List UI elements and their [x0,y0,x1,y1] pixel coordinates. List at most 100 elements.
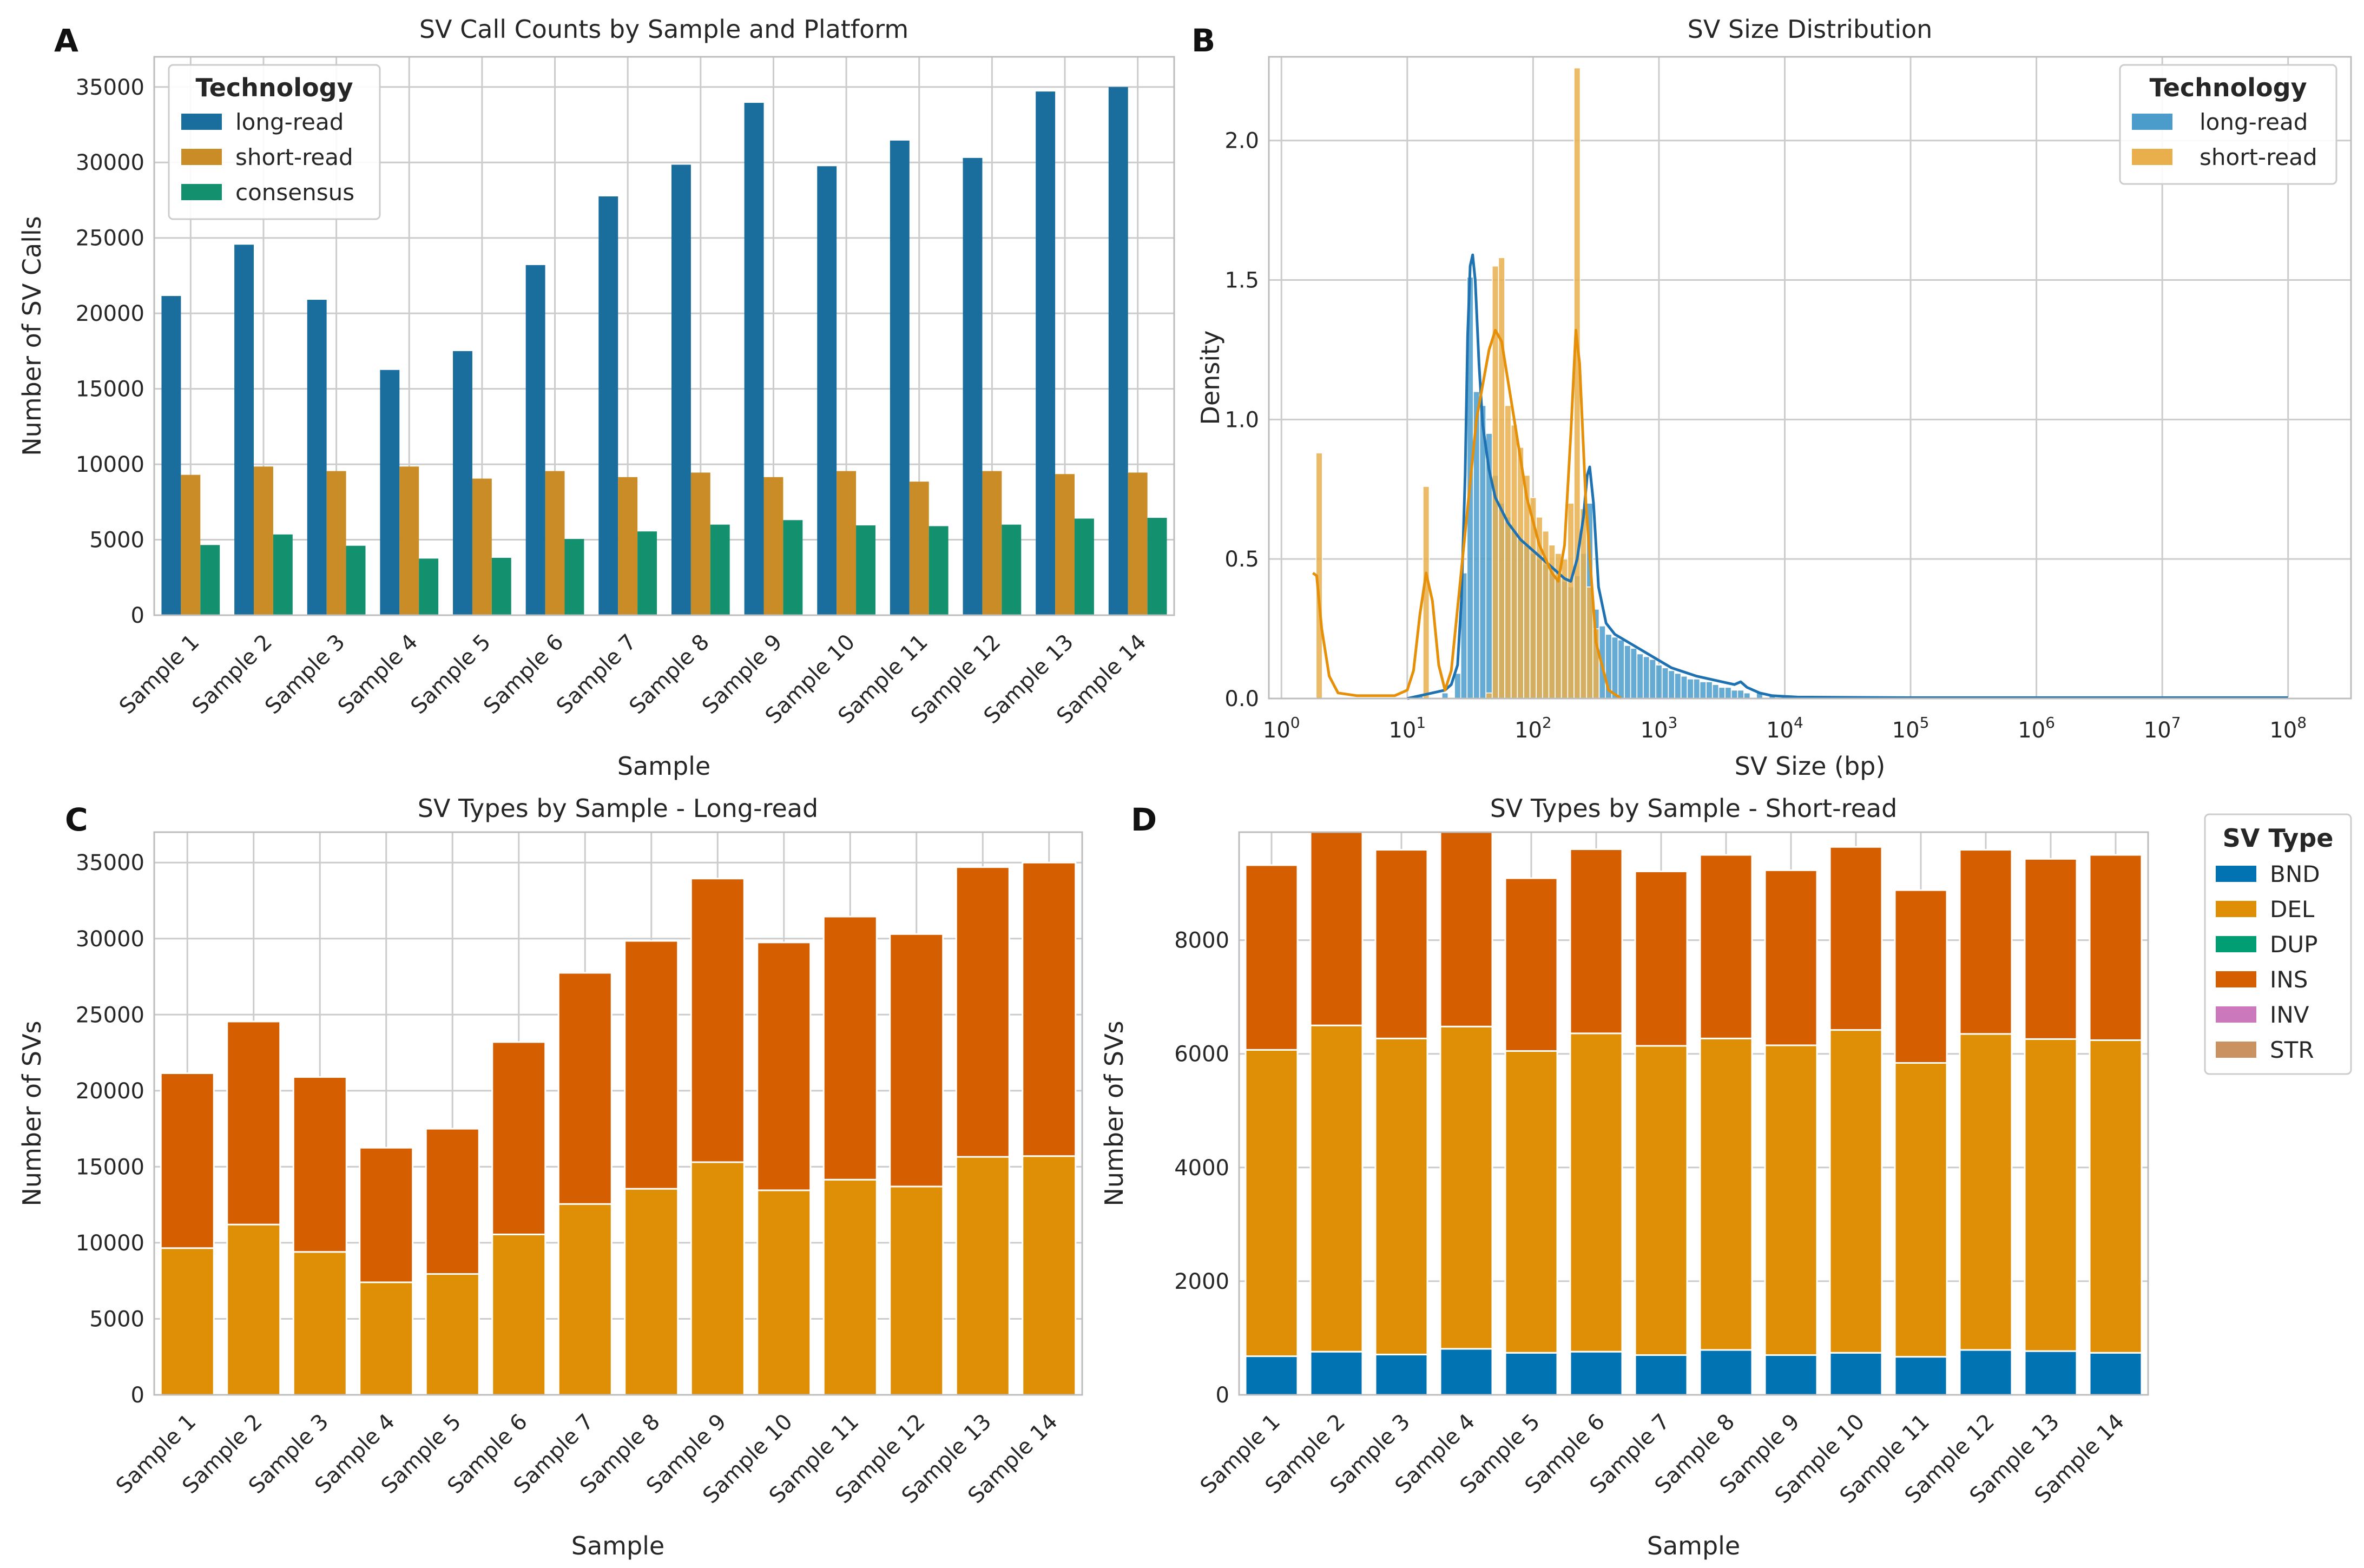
legend-label-long-read: long-read [235,109,344,135]
bar-bnd [1309,1350,1364,1396]
bar-long-read [890,140,910,615]
bar-consensus [783,520,803,615]
bar-ins [1439,831,1493,1027]
y-tick-label: 2.0 [1224,129,1259,154]
bar-short-read [690,472,710,615]
bar-consensus [346,545,366,615]
bar-short-read [545,471,565,615]
bar-consensus [1147,518,1167,615]
bar-long-read [1108,87,1128,615]
bar-consensus [564,539,584,615]
x-tick-label: 108 [2269,714,2307,743]
bar-consensus [929,526,949,615]
legend-swatch-dup [2216,936,2256,952]
bar-ins [2024,858,2078,1040]
hist-bar-long-read [1643,656,1650,699]
legend-swatch-str [2216,1042,2256,1058]
bar-ins [955,866,1010,1158]
bar-short-read [909,482,929,615]
bar-del [1894,1062,1948,1358]
hist-bar-long-read [1737,689,1744,699]
y-tick-label: 20000 [76,301,144,326]
bar-short-read [982,471,1002,615]
legend-swatch-consensus [181,184,222,200]
bar-del [359,1281,414,1396]
legend-swatch-bnd [2216,866,2256,882]
panel-letter-d: D [1131,801,1157,838]
legend-label-inv: INV [2270,1002,2309,1028]
y-tick-label: 20000 [76,1079,144,1104]
y-tick-label: 2000 [1174,1269,1229,1294]
y-tick-label: 25000 [76,226,144,251]
y-tick-label: 15000 [76,1155,144,1180]
bar-ins [1764,869,1818,1046]
bar-long-read [453,351,472,615]
bar-del [292,1251,347,1396]
hist-bar-long-read [1630,648,1637,699]
y-tick-label: 0.0 [1224,687,1259,711]
bar-del [1022,1155,1077,1396]
hist-bar-long-read [1712,684,1720,699]
bar-consensus [491,558,511,615]
bar-del [2089,1039,2143,1354]
hist-bar-long-read [1743,692,1751,699]
bar-del [425,1273,480,1396]
bar-bnd [1374,1353,1428,1396]
bar-ins [1244,864,1299,1051]
hist-bar-long-read [1624,645,1631,699]
panel-b: B SV Size Distribution Density SV Size (… [1191,15,2352,781]
y-tick-label: 0 [131,1383,144,1408]
hist-bar-long-read [1454,673,1461,699]
legend-label-bnd: BND [2270,861,2320,887]
bar-short-read [254,466,273,615]
bar-ins [160,1072,215,1249]
bar-short-read [1128,472,1148,615]
bar-ins [822,915,878,1181]
hist-bar-long-read [1731,689,1738,699]
panel-b-legend: Technology long-read short-read [2119,64,2337,185]
y-tick-label: 15000 [76,377,144,402]
bar-bnd [2089,1352,2143,1396]
bar-short-read [1055,474,1075,615]
panel-d-frame [1238,831,2149,1396]
y-tick-label: 0 [131,603,144,628]
hist-bar-short-read [1517,447,1524,699]
legend-label-del: DEL [2270,896,2315,923]
bar-short-read [618,477,638,615]
bar-del [1764,1044,1818,1356]
bar-bnd [1764,1354,1818,1396]
bar-del [1959,1033,2013,1351]
bar-long-read [598,196,618,615]
panel-letter-b: B [1191,22,1215,59]
panel-a-title: SV Call Counts by Sample and Platform [419,15,908,44]
hist-bar-short-read [1511,424,1518,699]
hist-bar-long-read [1680,675,1688,699]
bar-bnd [1504,1352,1558,1396]
panel-b-frame [1268,56,2352,700]
bar-del [1634,1045,1688,1356]
bar-ins [557,972,613,1205]
bar-ins [2089,854,2143,1041]
bar-ins [1634,870,1688,1047]
hist-bar-long-read [1687,678,1694,699]
hist-bar-long-read [1693,678,1701,699]
y-tick-label: 5000 [89,528,144,553]
bar-del [2024,1038,2078,1352]
y-tick-label: 4000 [1174,1156,1229,1181]
bar-long-read [817,166,837,616]
bar-bnd [1244,1355,1299,1396]
panel-c-ylabel: Number of SVs [17,1020,47,1206]
panel-a-legend-title: Technology [195,73,353,102]
y-tick-label: 0.5 [1224,547,1259,572]
bar-del [756,1189,812,1396]
bar-ins [1374,849,1428,1039]
legend-swatch-del [2216,901,2256,917]
panel-a-frame [153,56,1175,616]
panel-a-ylabel: Number of SV Calls [17,216,47,456]
y-tick-label: 35000 [76,851,144,875]
bar-long-read [1036,91,1056,615]
panel-b-xlabel: SV Size (bp) [1735,752,1886,781]
y-tick-label: 30000 [76,150,144,175]
bar-del [160,1247,215,1396]
